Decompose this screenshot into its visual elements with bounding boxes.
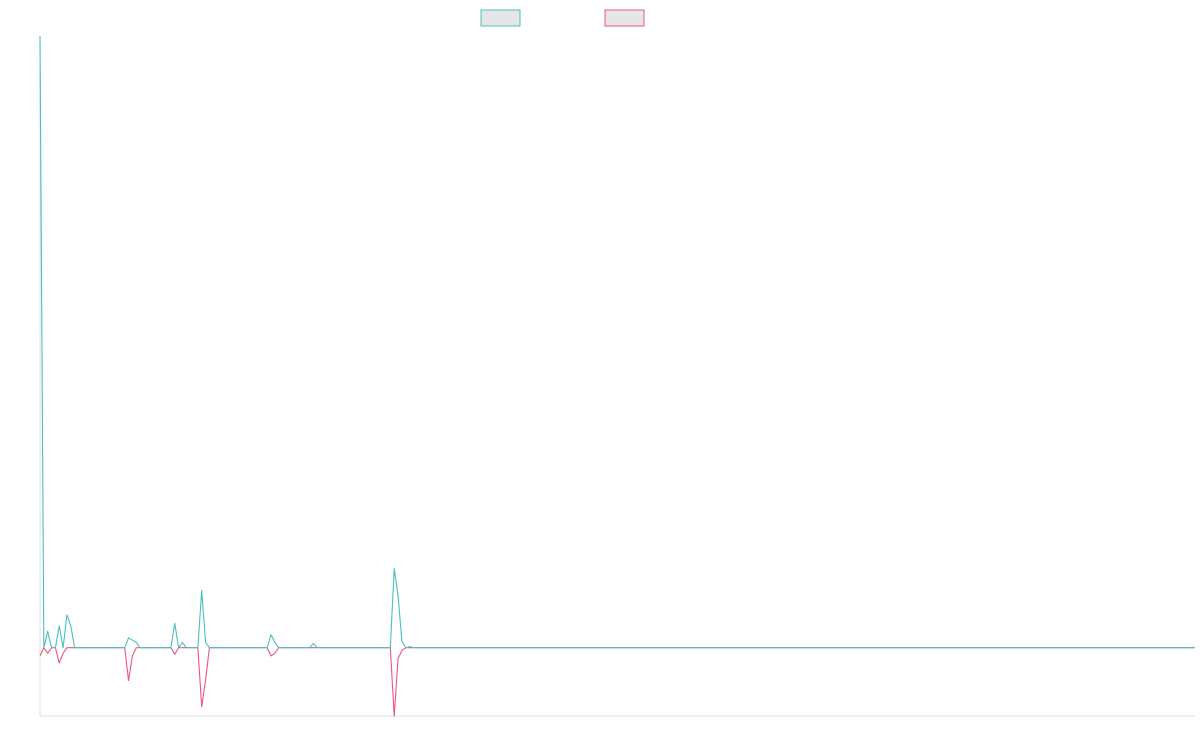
series-line-positive xyxy=(39,35,1195,649)
legend-swatch-positive[interactable] xyxy=(480,9,521,27)
legend xyxy=(480,9,645,27)
series xyxy=(39,35,1195,717)
legend-swatch-negative[interactable] xyxy=(604,9,645,27)
axes xyxy=(39,36,1195,717)
series-line-negative xyxy=(39,647,1195,717)
